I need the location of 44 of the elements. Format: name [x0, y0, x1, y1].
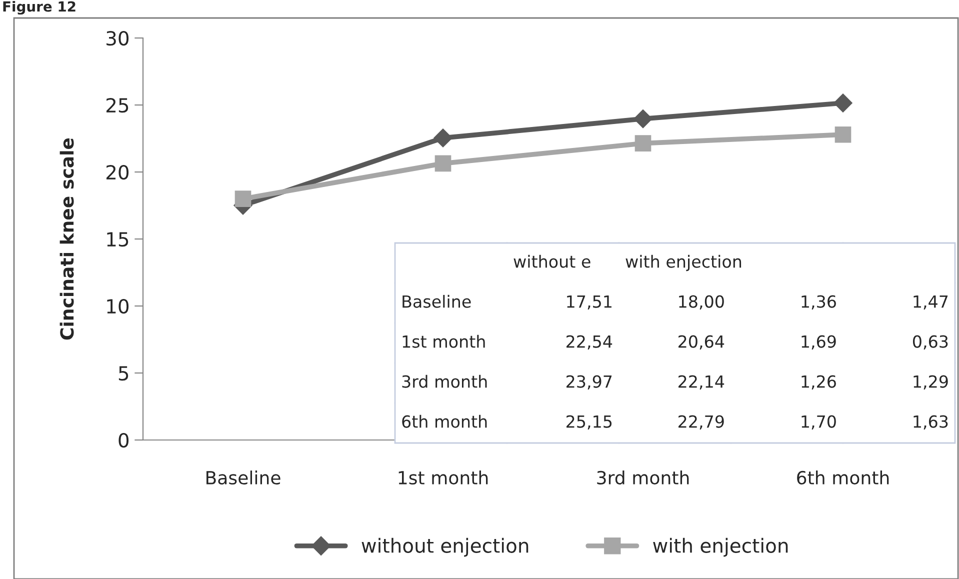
point [234, 190, 252, 207]
annotation: 25,15 [566, 415, 612, 430]
annotation: 1,26 [802, 375, 836, 390]
annotation: 1,70 [802, 415, 836, 430]
annotation: 0,63 [912, 335, 948, 350]
y-tick-label: 30 [106, 30, 129, 46]
legend-label: without enjection [362, 538, 528, 557]
point [634, 135, 652, 152]
y-tick-label: 25 [106, 98, 128, 113]
x-tick-label: 6th month [797, 470, 889, 485]
annotation: 20,64 [678, 335, 724, 350]
y-tick-label: 0 [118, 432, 129, 448]
annotation: 1,36 [802, 295, 836, 310]
annotation: 1st month [402, 334, 485, 348]
annotation: with enjection [626, 254, 742, 272]
annotation: 22,14 [678, 375, 724, 390]
annotation: 18,00 [679, 295, 724, 310]
annotation: 6th month [402, 414, 487, 428]
y-tick-label: 15 [107, 232, 128, 247]
point [834, 126, 852, 143]
point [834, 94, 852, 112]
annotation: 22,79 [678, 415, 724, 430]
chart-title: Figure 12 [3, 1, 76, 15]
annotation: Baseline [402, 294, 471, 308]
annotation: 1,69 [802, 335, 836, 350]
point [434, 128, 452, 148]
legend-label: with enjection [653, 538, 788, 557]
y-tick-label: 10 [107, 298, 129, 314]
y-axis-title: Cincinati knee scale [60, 138, 74, 340]
point [634, 109, 652, 128]
y-tick-label: 5 [118, 366, 128, 381]
x-tick-label: 1st month [398, 470, 488, 485]
y-tick-label: 20 [106, 164, 129, 180]
x-tick-label: Baseline [206, 470, 280, 485]
annotation: 1,29 [914, 375, 948, 390]
annotation: without e [514, 254, 590, 268]
annotation: 1,63 [914, 415, 948, 430]
point [434, 155, 452, 172]
x-tick-label: 3rd month [597, 470, 689, 485]
annotation: 17,51 [567, 295, 612, 310]
annotation: 22,54 [566, 335, 612, 350]
annotation: 1,47 [914, 295, 948, 310]
annotation: 23,97 [566, 375, 612, 390]
annotation: 3rd month [402, 374, 487, 388]
